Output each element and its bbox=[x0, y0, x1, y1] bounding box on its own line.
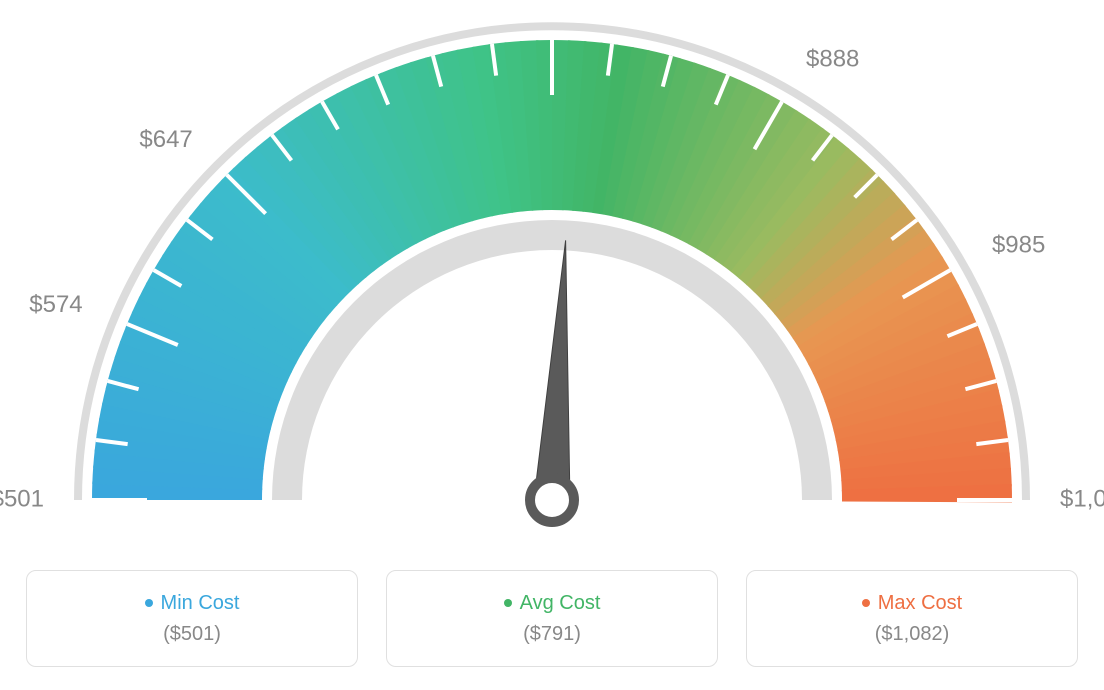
gauge-tick-label: $985 bbox=[992, 231, 1045, 258]
legend-value: ($1,082) bbox=[875, 623, 950, 646]
legend-label: Avg Cost bbox=[520, 592, 601, 615]
legend-value: ($791) bbox=[523, 623, 581, 646]
gauge-tick-label: $1,082 bbox=[1060, 485, 1104, 512]
gauge-tick-label: $501 bbox=[0, 485, 44, 512]
gauge-svg: $501 $574 $647 $791 $888 $985 $1,082 bbox=[0, 0, 1104, 560]
dot-icon bbox=[145, 599, 153, 607]
legend-card-max: Max Cost ($1,082) bbox=[746, 570, 1078, 667]
legend-row: Min Cost ($501) Avg Cost ($791) Max Cost… bbox=[0, 570, 1104, 667]
legend-title-min: Min Cost bbox=[145, 592, 240, 615]
gauge-tick-label: $574 bbox=[29, 291, 82, 318]
dot-icon bbox=[862, 599, 870, 607]
legend-card-avg: Avg Cost ($791) bbox=[386, 570, 718, 667]
gauge-tick-label: $647 bbox=[139, 126, 192, 153]
gauge-hub bbox=[530, 478, 574, 522]
legend-value: ($501) bbox=[163, 623, 221, 646]
dot-icon bbox=[504, 599, 512, 607]
gauge-tick-label: $888 bbox=[806, 45, 859, 72]
legend-card-min: Min Cost ($501) bbox=[26, 570, 358, 667]
legend-title-avg: Avg Cost bbox=[504, 592, 601, 615]
gauge-needle bbox=[534, 240, 570, 501]
legend-label: Min Cost bbox=[161, 592, 240, 615]
gauge-chart: $501 $574 $647 $791 $888 $985 $1,082 bbox=[0, 0, 1104, 560]
legend-title-max: Max Cost bbox=[862, 592, 962, 615]
legend-label: Max Cost bbox=[878, 592, 962, 615]
gauge-tick-label: $791 bbox=[525, 0, 578, 4]
